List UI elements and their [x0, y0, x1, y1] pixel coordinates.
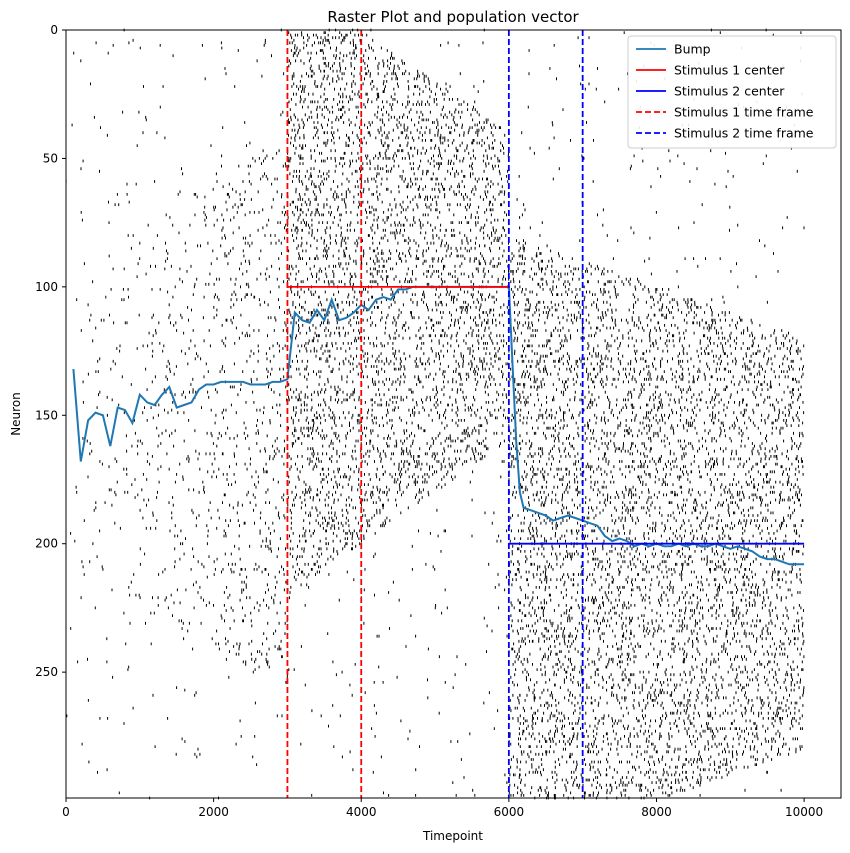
- x-axis-ticks: 0 2000 4000 6000 8000 10000: [62, 798, 823, 819]
- x-tick-label: 6000: [494, 805, 525, 819]
- plot-lines: [72, 30, 805, 798]
- bump-line: [72, 285, 805, 566]
- legend-label: Stimulus 1 time frame: [674, 105, 814, 120]
- x-tick-label: 2000: [198, 805, 229, 819]
- legend-box: [627, 35, 837, 149]
- x-tick-label: 0: [62, 805, 70, 819]
- legend-label: Stimulus 2 time frame: [674, 126, 814, 141]
- legend-label: Stimulus 2 center: [674, 84, 785, 99]
- plot-frame: [65, 29, 842, 799]
- x-tick-label: 4000: [346, 805, 377, 819]
- x-tick-label: 8000: [641, 805, 672, 819]
- legend-label: Bump: [674, 42, 711, 57]
- y-tick-label: 150: [35, 408, 58, 422]
- y-axis-label: Neuron: [9, 392, 23, 436]
- y-axis-ticks: 0 50 100 150 200 250: [35, 23, 66, 679]
- y-tick-label: 100: [35, 280, 58, 294]
- legend-label: Stimulus 1 center: [674, 63, 785, 78]
- y-tick-label: 200: [35, 537, 58, 551]
- chart-title: Raster Plot and population vector: [327, 8, 579, 26]
- y-tick-label: 0: [50, 23, 58, 37]
- x-tick-label: 10000: [785, 805, 823, 819]
- y-tick-label: 250: [35, 665, 58, 679]
- y-tick-label: 50: [43, 151, 58, 165]
- x-axis-label: Timepoint: [422, 829, 483, 843]
- legend: Bump Stimulus 1 center Stimulus 2 center St…: [627, 35, 837, 149]
